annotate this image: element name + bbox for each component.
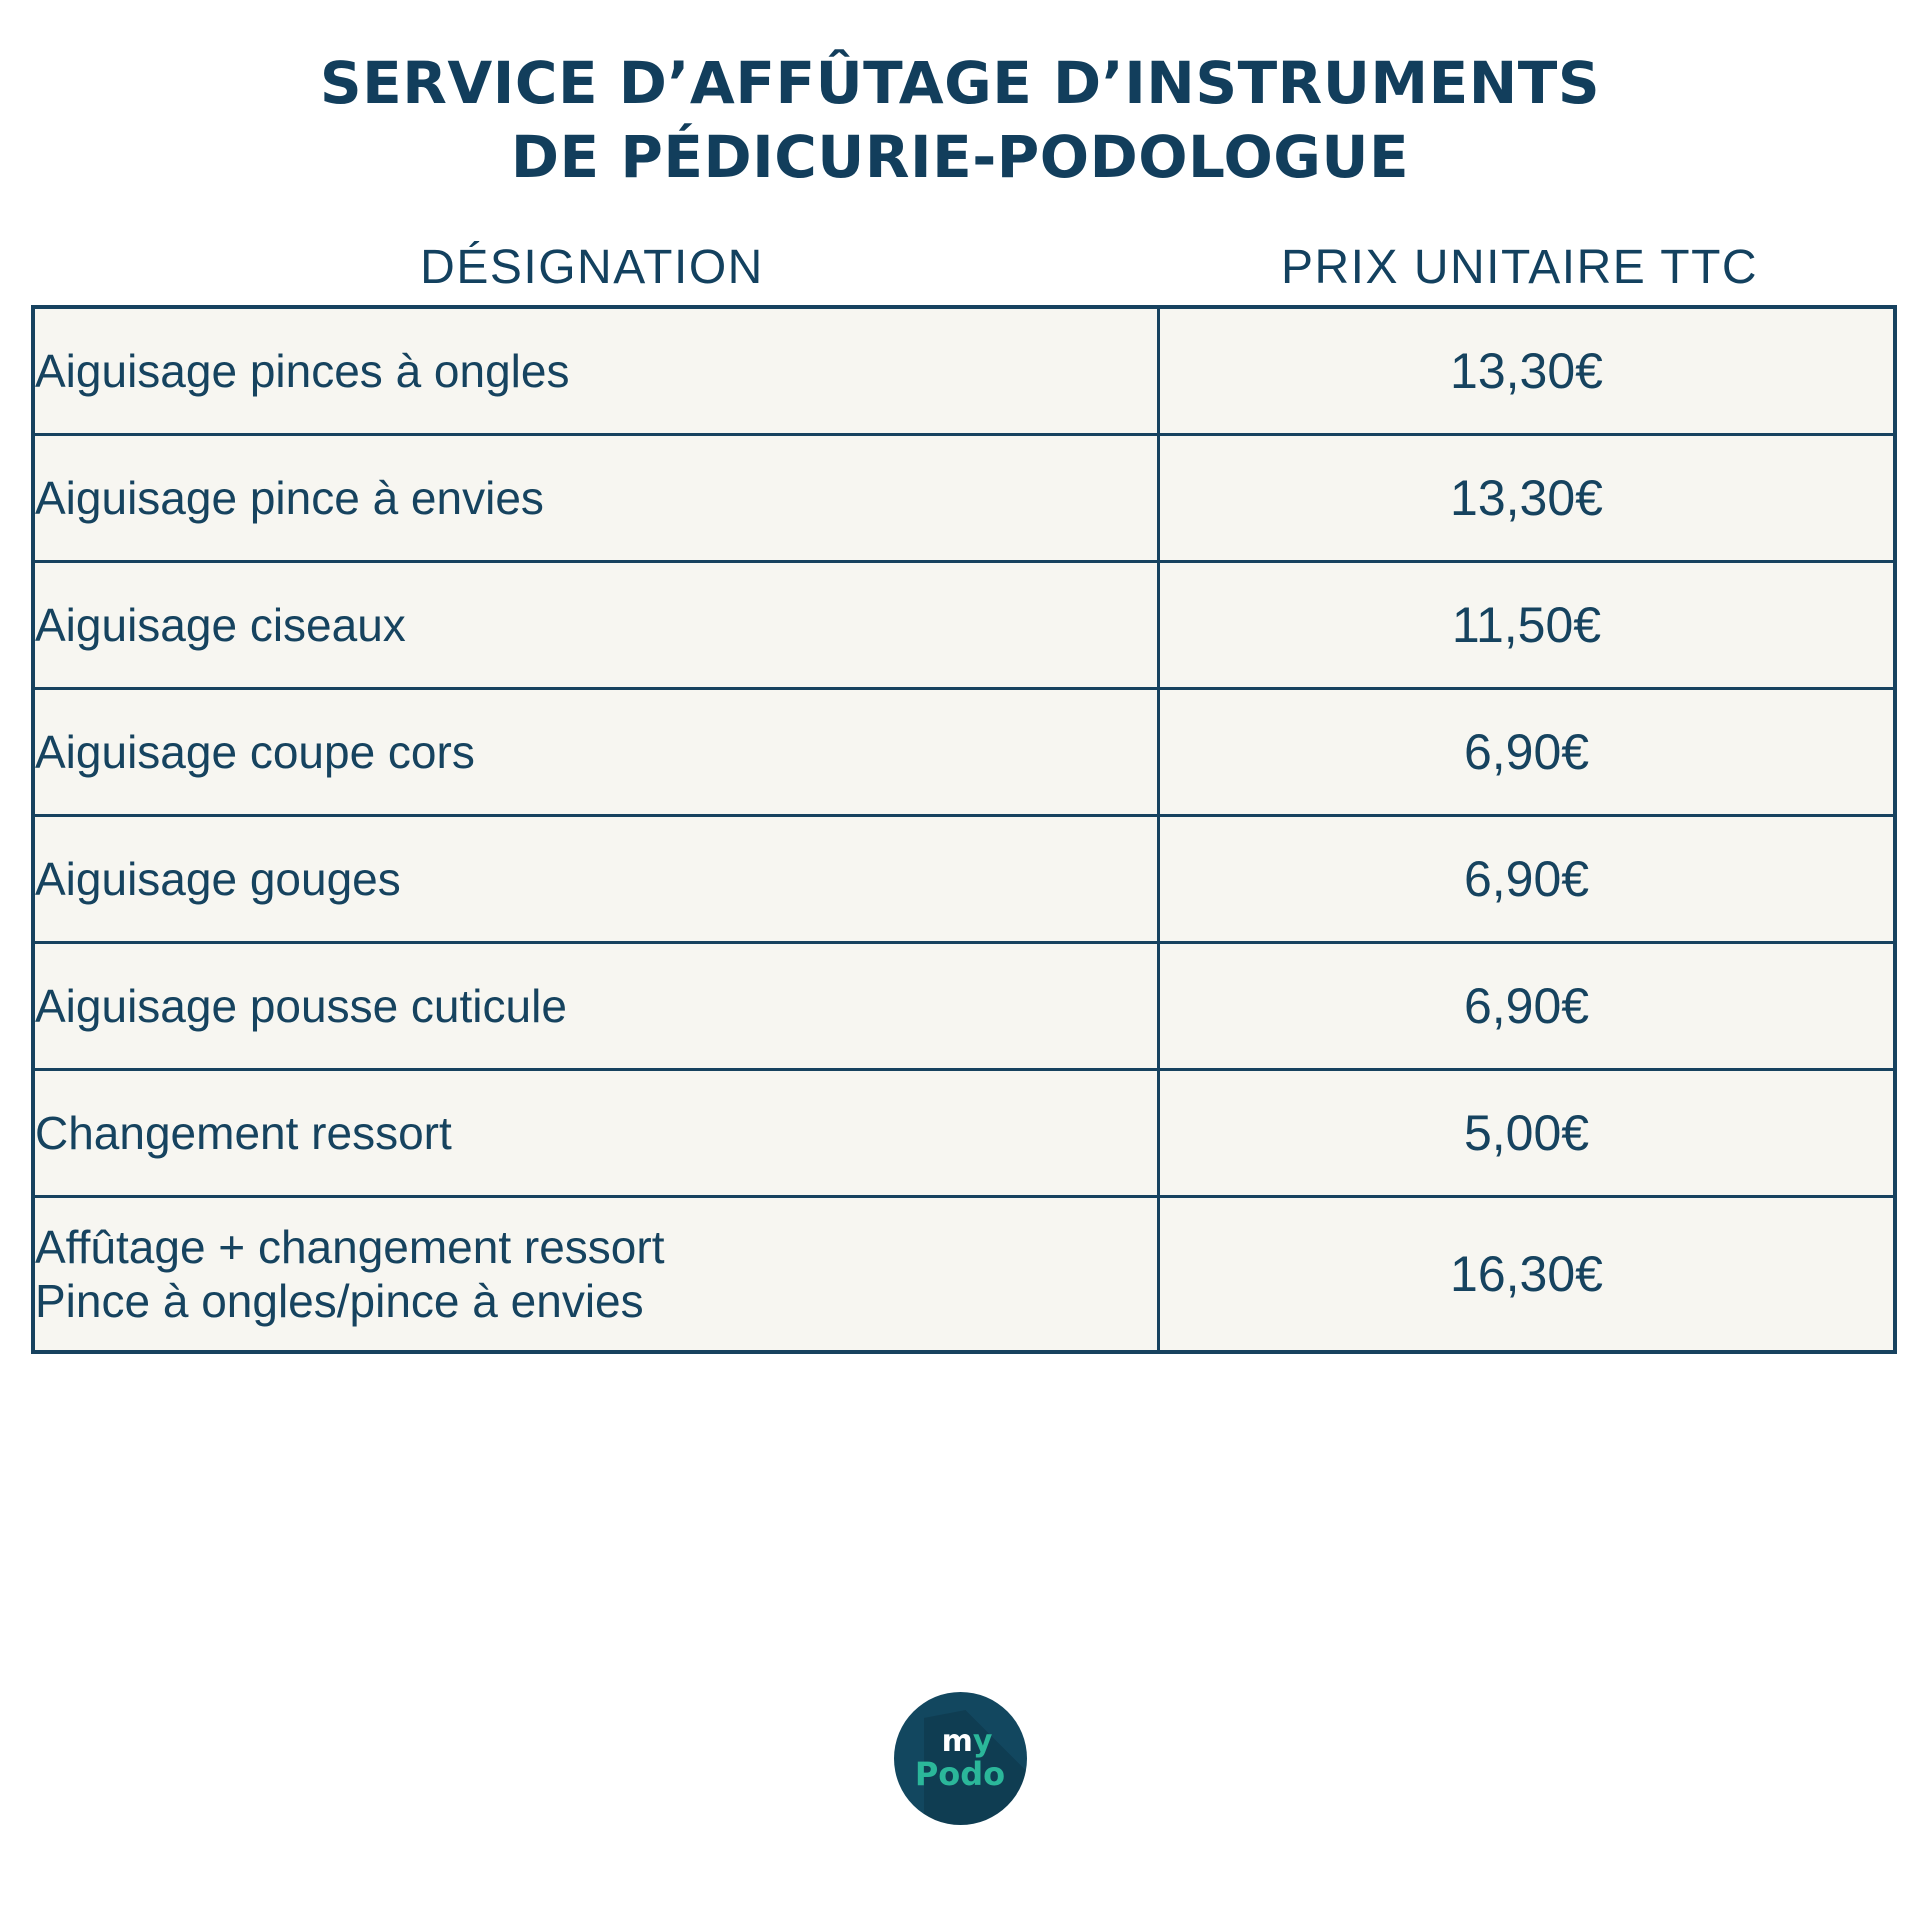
cell-price: 11,50€ bbox=[1157, 560, 1897, 690]
logo-my-suffix: y bbox=[972, 1723, 993, 1759]
column-header-prix: PRIX UNITAIRE TTC bbox=[1280, 241, 1759, 294]
cell-designation: Aiguisage ciseaux bbox=[31, 560, 1160, 690]
table-column-headers: DÉSIGNATION PRIX UNITAIRE TTC bbox=[31, 240, 1886, 305]
cell-price: 13,30€ bbox=[1157, 305, 1897, 436]
title-line-1: SERVICE D’AFFÛTAGE D’INSTRUMENTS bbox=[319, 49, 1601, 117]
table-row: Aiguisage pousse cuticule 6,90€ bbox=[31, 941, 1897, 1071]
brand-logo: my Podo bbox=[0, 1692, 1920, 1825]
cell-designation: Aiguisage gouges bbox=[31, 814, 1160, 944]
cell-designation: Aiguisage pinces à ongles bbox=[31, 305, 1160, 436]
designation-text: Aiguisage pinces à ongles bbox=[35, 344, 570, 397]
title-line-2: DE PÉDICURIE-PODOLOGUE bbox=[510, 123, 1410, 191]
cell-price: 6,90€ bbox=[1157, 687, 1897, 817]
table-row: Changement ressort 5,00€ bbox=[31, 1068, 1897, 1198]
table-row: Aiguisage ciseaux 11,50€ bbox=[31, 560, 1897, 690]
designation-text: Aiguisage coupe cors bbox=[35, 725, 475, 778]
cell-price: 5,00€ bbox=[1157, 1068, 1897, 1198]
price-table: Aiguisage pinces à ongles 13,30€ Aiguisa… bbox=[31, 305, 1897, 1354]
cell-designation: Aiguisage pince à envies bbox=[31, 433, 1160, 563]
logo-circle: my Podo bbox=[893, 1692, 1027, 1825]
table-row: Aiguisage gouges 6,90€ bbox=[31, 814, 1897, 944]
table-row: Aiguisage coupe cors 6,90€ bbox=[31, 687, 1897, 817]
table-row: Aiguisage pinces à ongles 13,30€ bbox=[31, 305, 1897, 436]
designation-text: Aiguisage ciseaux bbox=[35, 598, 406, 651]
cell-price: 6,90€ bbox=[1157, 941, 1897, 1071]
cell-designation: Affûtage + changement ressort Pince à on… bbox=[31, 1195, 1160, 1354]
cell-price: 6,90€ bbox=[1157, 814, 1897, 944]
price-table-body: Aiguisage pinces à ongles 13,30€ Aiguisa… bbox=[31, 305, 1897, 1354]
cell-designation: Changement ressort bbox=[31, 1068, 1160, 1198]
designation-text: Affûtage + changement ressort bbox=[35, 1220, 665, 1273]
designation-text-line2: Pince à ongles/pince à envies bbox=[35, 1275, 644, 1327]
page-title: SERVICE D’AFFÛTAGE D’INSTRUMENTS DE PÉDI… bbox=[0, 0, 1920, 194]
table-row: Aiguisage pince à envies 13,30€ bbox=[31, 433, 1897, 563]
designation-text: Aiguisage pince à envies bbox=[35, 471, 544, 524]
designation-text: Changement ressort bbox=[35, 1106, 452, 1159]
logo-text-my: my bbox=[942, 1726, 993, 1756]
column-header-designation: DÉSIGNATION bbox=[420, 241, 764, 294]
logo-text-podo: Podo bbox=[914, 1754, 1006, 1793]
designation-text: Aiguisage pousse cuticule bbox=[35, 979, 567, 1032]
cell-designation: Aiguisage coupe cors bbox=[31, 687, 1160, 817]
logo-my-prefix: m bbox=[941, 1723, 973, 1759]
cell-designation: Aiguisage pousse cuticule bbox=[31, 941, 1160, 1071]
designation-text: Aiguisage gouges bbox=[35, 852, 401, 905]
cell-price: 16,30€ bbox=[1157, 1195, 1897, 1354]
table-row: Affûtage + changement ressort Pince à on… bbox=[31, 1195, 1897, 1354]
cell-price: 13,30€ bbox=[1157, 433, 1897, 563]
